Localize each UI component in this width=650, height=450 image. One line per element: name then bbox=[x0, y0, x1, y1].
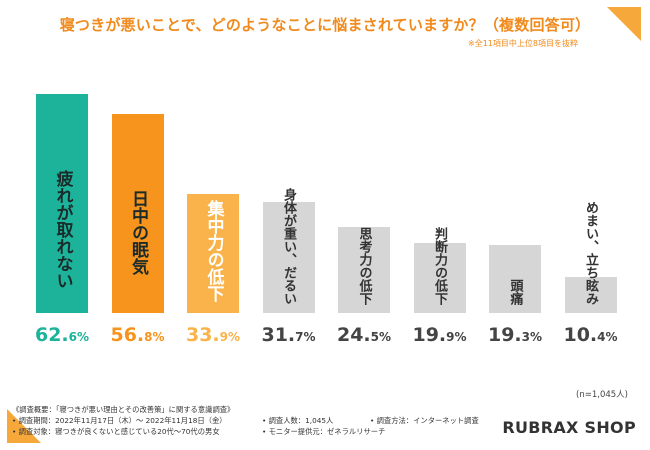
chart-title: 寝つきが悪いことで、どのようなことに悩まされていますか？（複数回答可） bbox=[59, 16, 591, 34]
value-decimal: 3% bbox=[521, 330, 543, 344]
bar-value-3: 33.9% bbox=[181, 324, 245, 346]
overview-title: 《調査概要：「寝つきが悪い理由とその改善策」に関する意識調査》 bbox=[12, 405, 235, 414]
value-decimal: 7% bbox=[295, 330, 316, 344]
survey-overview: 《調査概要：「寝つきが悪い理由とその改善策」に関する意識調査》 • 調査期間：2… bbox=[12, 405, 492, 445]
value-integer: 33. bbox=[185, 324, 220, 346]
bar-label-4: 身体が重い、だるい bbox=[281, 188, 296, 305]
chart-subnote: ※全11項目中上位8項目を抜粋 bbox=[468, 39, 578, 48]
survey-period: • 調査期間：2022年11月17日（木）～ 2022年11月18日（金） bbox=[12, 416, 227, 425]
bar-2 bbox=[111, 114, 164, 313]
bar-value-5: 24.5% bbox=[332, 324, 396, 346]
corner-decoration-bottom-left bbox=[7, 409, 41, 443]
value-integer: 62. bbox=[34, 324, 69, 346]
survey-target: • 調査対象：寝つきが良くないと感じている20代～70代の男女 bbox=[12, 427, 220, 436]
value-decimal: 9% bbox=[446, 330, 467, 344]
bar-value-2: 56.8% bbox=[106, 324, 170, 346]
bar-value-1: 62.6% bbox=[30, 324, 94, 346]
bar-5 bbox=[338, 227, 390, 313]
sample-size: (n=1,045人) bbox=[576, 390, 628, 400]
bar-label-8: めまい、立ち眩み bbox=[583, 201, 598, 305]
bar-label-5: 思考力の低下 bbox=[356, 227, 372, 305]
value-integer: 19. bbox=[487, 324, 522, 346]
value-integer: 56. bbox=[110, 324, 145, 346]
survey-provider: • モニター提供元：ゼネラルリサーチ bbox=[262, 427, 386, 436]
bar-8 bbox=[564, 276, 617, 313]
bar-value-8: 10.4% bbox=[559, 324, 623, 346]
bar-label-2: 日中の眠気 bbox=[128, 190, 148, 276]
brand-logo: RUBRAX SHOP bbox=[502, 418, 636, 437]
bar-3 bbox=[187, 194, 239, 313]
value-decimal: 5% bbox=[370, 330, 392, 344]
value-integer: 31. bbox=[261, 324, 296, 346]
value-decimal: 4% bbox=[597, 330, 618, 344]
survey-method: • 調査方法：インターネット調査 bbox=[370, 416, 479, 425]
bar-label-3: 集中力の低下 bbox=[203, 200, 224, 303]
value-integer: 19. bbox=[412, 324, 447, 346]
bar-4 bbox=[262, 202, 315, 313]
bar-1 bbox=[36, 93, 88, 313]
bar-value-6: 19.9% bbox=[408, 324, 472, 346]
value-decimal: 6% bbox=[68, 330, 90, 344]
bar-value-4: 31.7% bbox=[257, 324, 321, 346]
bar-7 bbox=[489, 245, 541, 313]
corner-decoration-top-right bbox=[607, 7, 641, 41]
value-decimal: 9% bbox=[219, 330, 241, 344]
bar-value-7: 19.3% bbox=[483, 324, 547, 346]
value-integer: 10. bbox=[563, 324, 598, 346]
survey-count: • 調査人数：1,045人 bbox=[262, 416, 334, 425]
value-decimal: 8% bbox=[144, 330, 165, 344]
bar-6 bbox=[413, 243, 466, 313]
value-integer: 24. bbox=[336, 324, 371, 346]
bar-label-6: 判断力の低下 bbox=[432, 227, 447, 305]
bar-label-1: 疲れが取れない bbox=[52, 169, 73, 289]
bar-label-7: 頭痛 bbox=[507, 279, 523, 305]
